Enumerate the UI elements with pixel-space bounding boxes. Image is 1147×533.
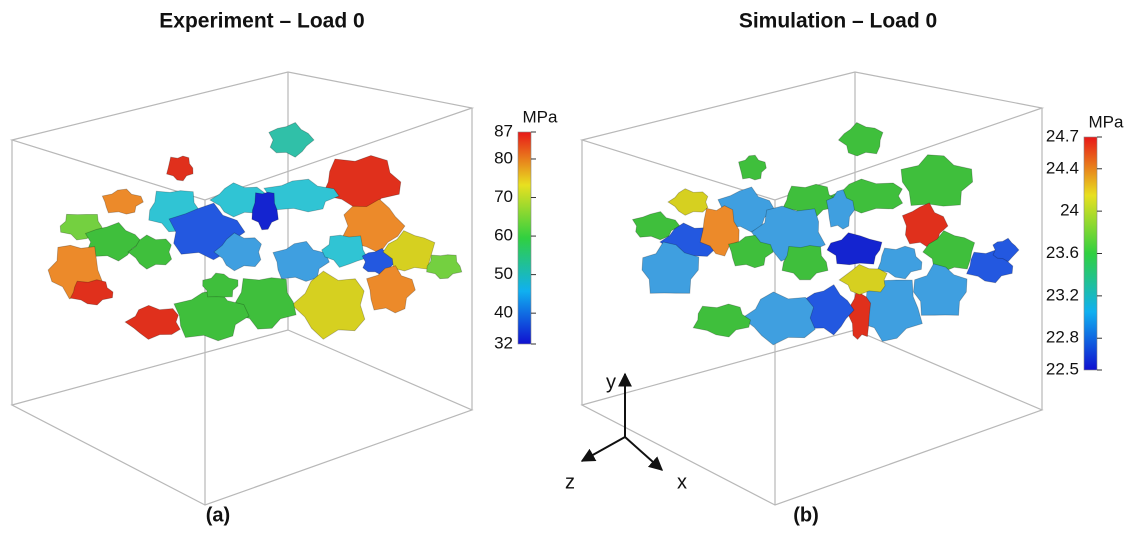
colorbar-tick-label: 23.2 [1046,285,1079,304]
axes-triad: y z x [565,371,687,493]
colorbar-tick-label: 22.8 [1046,328,1079,347]
colorbar-tick-label: 50 [494,264,513,283]
colorbar-unit: MPa [1089,112,1125,131]
colorbar [518,132,531,344]
grain [70,280,113,305]
grain [839,123,883,157]
colorbar-tick-label: 87 [494,121,513,140]
grain [427,255,462,279]
colorbar-tick-label: 23.6 [1046,243,1079,262]
panel-title: Experiment – Load 0 [159,10,364,33]
colorbar [1084,137,1097,370]
grain-group [633,123,1019,345]
grain [742,292,815,345]
panel-label: (b) [793,504,819,526]
grain [322,156,400,211]
grain [269,123,314,158]
colorbar-tick-label: 70 [494,187,513,206]
colorbar-unit: MPa [523,107,559,126]
figure: Experiment – Load 0 Simulation – Load 0 … [0,0,1147,533]
grain [252,192,278,230]
grain [914,264,968,315]
colorbar-tick-label: 24 [1060,201,1079,220]
colorbar-tick-label: 32 [494,333,513,352]
axis-label: y [606,371,616,393]
grain [102,189,143,214]
colorbar-tick-label: 60 [494,226,513,245]
grain [292,271,365,339]
colorbar-tick-label: 22.5 [1046,359,1079,378]
grain [234,278,296,329]
grain [782,246,828,280]
grain [739,155,767,180]
grain-group [48,123,462,341]
grain [827,233,882,265]
colorbar-tick-label: 40 [494,303,513,322]
grain [367,266,416,313]
panel-title: Simulation – Load 0 [739,10,937,33]
colorbar-tick-label: 24.7 [1046,126,1079,145]
grain [125,305,180,339]
axis-label: x [677,471,687,493]
grain [993,238,1019,261]
grain [901,155,973,206]
grain [693,304,750,337]
grain [668,189,708,216]
colorbar-tick-label: 24.4 [1046,158,1079,177]
grain [174,290,249,341]
colorbar-tick-label: 80 [494,148,513,167]
grain [839,265,887,295]
axis-label: z [565,471,575,493]
panel-label: (a) [206,504,230,526]
grain [167,156,193,181]
grain [203,273,238,297]
